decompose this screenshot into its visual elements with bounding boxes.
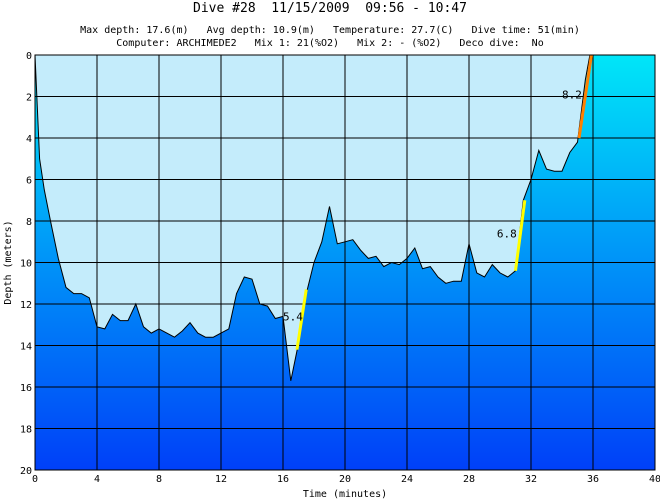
x-tick-label-6: 24 — [401, 474, 413, 485]
y-tick-label-9: 18 — [20, 425, 32, 436]
y-tick-label-7: 14 — [20, 342, 32, 353]
y-tick-label-0: 0 — [26, 51, 32, 62]
x-tick-label-0: 0 — [32, 474, 38, 485]
x-tick-label-1: 4 — [94, 474, 100, 485]
ascent-rate-segments — [295, 54, 593, 350]
x-axis-ticks: 0 4 8 12 16 20 24 28 32 36 40 — [32, 474, 660, 485]
dive-stats-line-2: Computer: ARCHIMEDE2 Mix 1: 21(%O2) Mix … — [116, 38, 544, 49]
x-tick-label-2: 8 — [156, 474, 162, 485]
x-tick-label-10: 40 — [649, 474, 660, 485]
y-tick-label-4: 8 — [26, 217, 32, 228]
grid-lines — [34, 54, 656, 471]
y-tick-label-8: 16 — [20, 383, 32, 394]
dive-stats-line-1: Max depth: 17.6(m) Avg depth: 10.9(m) Te… — [80, 25, 580, 36]
ascent-annotation-1: 6.8 — [497, 228, 517, 241]
ascent-annotation-0: 5.4 — [283, 311, 303, 324]
y-tick-label-2: 4 — [26, 134, 32, 145]
x-axis-label: Time (minutes) — [303, 489, 387, 500]
x-tick-label-3: 12 — [215, 474, 227, 485]
x-tick-label-4: 16 — [277, 474, 289, 485]
ascent-segment-1 — [514, 200, 527, 271]
ascent-segment-2 — [577, 54, 593, 139]
ascent-annotation-2: 8.2 — [562, 89, 582, 102]
ascent-segment-0 — [295, 289, 308, 350]
x-tick-label-9: 36 — [587, 474, 599, 485]
y-tick-label-5: 10 — [20, 259, 32, 270]
plot-frame — [34, 54, 656, 471]
y-tick-label-3: 6 — [26, 176, 32, 187]
x-tick-label-8: 32 — [525, 474, 537, 485]
depth-profile-line — [34, 54, 591, 381]
x-tick-label-7: 28 — [463, 474, 475, 485]
y-axis-label: Depth (meters) — [3, 220, 14, 304]
surface-area — [35, 55, 590, 381]
y-tick-label-1: 2 — [26, 93, 32, 104]
ascent-rate-annotations: 5.4 6.8 8.2 — [283, 89, 582, 324]
x-tick-label-5: 20 — [339, 474, 351, 485]
y-axis-ticks: 0 2 4 6 8 10 12 14 16 18 20 — [20, 51, 32, 477]
y-tick-label-10: 20 — [20, 466, 32, 477]
y-tick-label-6: 12 — [20, 300, 32, 311]
dive-title: Dive #28 11/15/2009 09:56 - 10:47 — [193, 1, 467, 16]
